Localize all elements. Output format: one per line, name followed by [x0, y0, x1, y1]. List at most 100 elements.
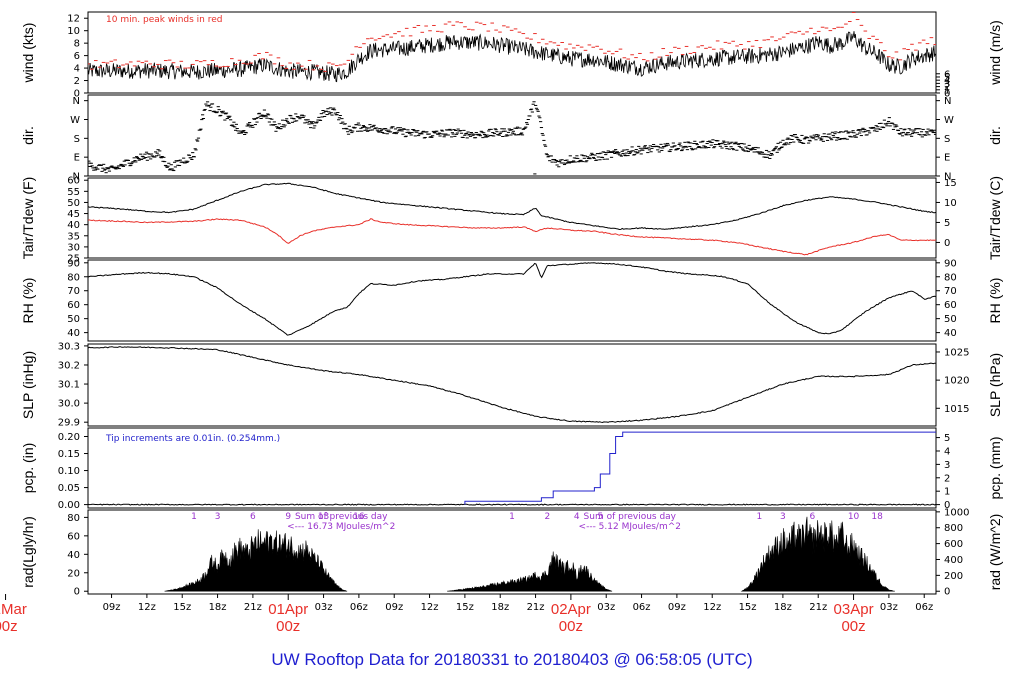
right-tick-label-rad: 200 — [944, 571, 963, 582]
rad-hour-mark: 1 — [756, 512, 762, 522]
right-tick-label-rh: 60 — [944, 300, 957, 311]
time-tick-label: 18z — [209, 602, 227, 613]
right-tick-label-wind: 3 — [944, 79, 950, 90]
panel-frame-slp — [87, 343, 937, 427]
left-tick-label-wind: 0 — [74, 89, 80, 100]
left-tick-label-slp: 30.2 — [58, 360, 80, 371]
ylabel-left-dir: dir. — [20, 126, 36, 145]
right-tick-label-rh: 90 — [944, 258, 957, 269]
left-tick-label-dir: W — [70, 115, 80, 126]
right-tick-label-temp: 10 — [944, 198, 957, 209]
left-tick-label-dir: E — [74, 153, 80, 164]
panel-data-slp — [88, 346, 936, 424]
left-tick-label-rh: 50 — [67, 314, 80, 325]
left-tick-label-dir: S — [74, 134, 80, 145]
rad-hour-mark: 9 — [285, 512, 291, 522]
ylabel-right-rh: RH (%) — [987, 278, 1003, 324]
left-tick-label-temp: 50 — [67, 198, 80, 209]
left-tick-label-pcp: 0.15 — [58, 449, 80, 460]
panel-note-wind: 10 min. peak winds in red — [106, 15, 223, 25]
right-tick-label-pcp: 5 — [944, 433, 950, 444]
left-tick-label-rad: 20 — [67, 568, 80, 579]
rad-hour-mark: 4 — [574, 512, 580, 522]
left-tick-label-slp: 29.9 — [58, 418, 80, 429]
rad-hour-mark: 3 — [215, 512, 221, 522]
panel-frame-rh — [87, 259, 937, 342]
rad-hour-mark: 13 — [318, 512, 329, 522]
series-slp-0 — [88, 346, 936, 424]
left-tick-label-temp: 45 — [67, 209, 80, 220]
rad-hour-mark: 1 — [509, 512, 515, 522]
left-tick-label-slp: 30.1 — [58, 380, 80, 391]
time-tick-label: 21z — [527, 602, 545, 613]
rad-hour-mark: 1 — [191, 512, 197, 522]
time-tick-label: 12z — [421, 602, 439, 613]
left-tick-label-wind: 2 — [74, 76, 80, 87]
ylabel-right-temp: Tair/Tdew (C) — [987, 176, 1003, 260]
series-rad-2 — [740, 516, 895, 592]
series-temp-1 — [88, 218, 936, 256]
left-tick-label-rh: 60 — [67, 300, 80, 311]
right-tick-label-slp: 1020 — [944, 376, 969, 387]
ylabel-right-rad: rad (W/m^2) — [987, 514, 1003, 591]
series-pcp-0 — [88, 503, 936, 506]
left-tick-label-pcp: 0.20 — [58, 432, 80, 443]
right-tick-label-pcp: 2 — [944, 473, 950, 484]
day-label-date: 02Apr — [551, 601, 591, 618]
right-tick-label-temp: 15 — [944, 178, 957, 189]
series-rh-0 — [88, 262, 936, 336]
left-tick-label-rad: 40 — [67, 550, 80, 561]
right-tick-label-wind: 1 — [944, 85, 950, 96]
left-tick-label-rh: 80 — [67, 272, 80, 283]
right-tick-label-pcp: 3 — [944, 460, 950, 471]
time-tick-label: 03z — [597, 602, 615, 613]
ylabel-right-wind: wind (m/s) — [987, 20, 1003, 86]
time-tick-label: 21z — [809, 602, 827, 613]
time-tick-label: 15z — [739, 602, 757, 613]
time-tick-label: 06z — [633, 602, 651, 613]
time-tick-label: 09z — [668, 602, 686, 613]
time-tick-label: 09z — [385, 602, 403, 613]
left-tick-label-wind: 4 — [74, 64, 80, 75]
right-tick-label-temp: 5 — [944, 218, 950, 229]
right-tick-label-wind: 4 — [944, 76, 950, 87]
left-tick-label-rad: 60 — [67, 531, 80, 542]
left-tick-label-rh: 70 — [67, 286, 80, 297]
left-tick-label-temp: 35 — [67, 231, 80, 242]
series-temp-0 — [88, 182, 936, 231]
ylabel-right-pcp: pcp. (mm) — [987, 437, 1003, 500]
day-label-zulu: 00z — [841, 618, 865, 635]
figure-title: UW Rooftop Data for 20180331 to 20180403… — [271, 650, 752, 669]
right-tick-label-pcp: 0 — [944, 500, 950, 511]
time-axis: 09z 12z 15z 18z 21z 03z 06z 09z 12z 15z 18z 21z 03z 0… — [0, 594, 933, 635]
ylabel-left-temp: Tair/Tdew (F) — [20, 177, 36, 259]
right-tick-label-slp: 1025 — [944, 347, 969, 358]
panel-data-rh — [88, 262, 936, 336]
ylabel-left-rad: rad(Lgly/hr) — [20, 516, 36, 588]
right-tick-label-rad: 600 — [944, 539, 963, 550]
day-label-zulu: 00z — [0, 618, 18, 635]
panel-frame-pcp — [87, 427, 937, 509]
left-tick-label-dir: N — [73, 172, 80, 183]
left-tick-label-temp: 40 — [67, 220, 80, 231]
left-tick-label-wind: 6 — [74, 51, 80, 62]
time-tick-label: 03z — [880, 602, 898, 613]
right-tick-label-rh: 40 — [944, 328, 957, 339]
left-tick-label-temp: 55 — [67, 187, 80, 198]
rad-hour-mark: 10 — [848, 512, 860, 522]
right-tick-label-rh: 80 — [944, 272, 957, 283]
day-label-zulu: 00z — [559, 618, 583, 635]
right-tick-label-slp: 1015 — [944, 404, 969, 415]
time-tick-label: 12z — [703, 602, 721, 613]
time-tick-label: 03z — [315, 602, 333, 613]
ylabel-right-slp: SLP (hPa) — [987, 353, 1003, 417]
time-tick-label: 15z — [456, 602, 474, 613]
rad-hour-mark: 2 — [544, 512, 550, 522]
panel-data-rad — [164, 516, 895, 592]
time-tick-label: 09z — [103, 602, 121, 613]
rad-hour-mark: 16 — [353, 512, 365, 522]
panel-data-wind — [88, 12, 936, 83]
time-tick-label: 18z — [491, 602, 509, 613]
